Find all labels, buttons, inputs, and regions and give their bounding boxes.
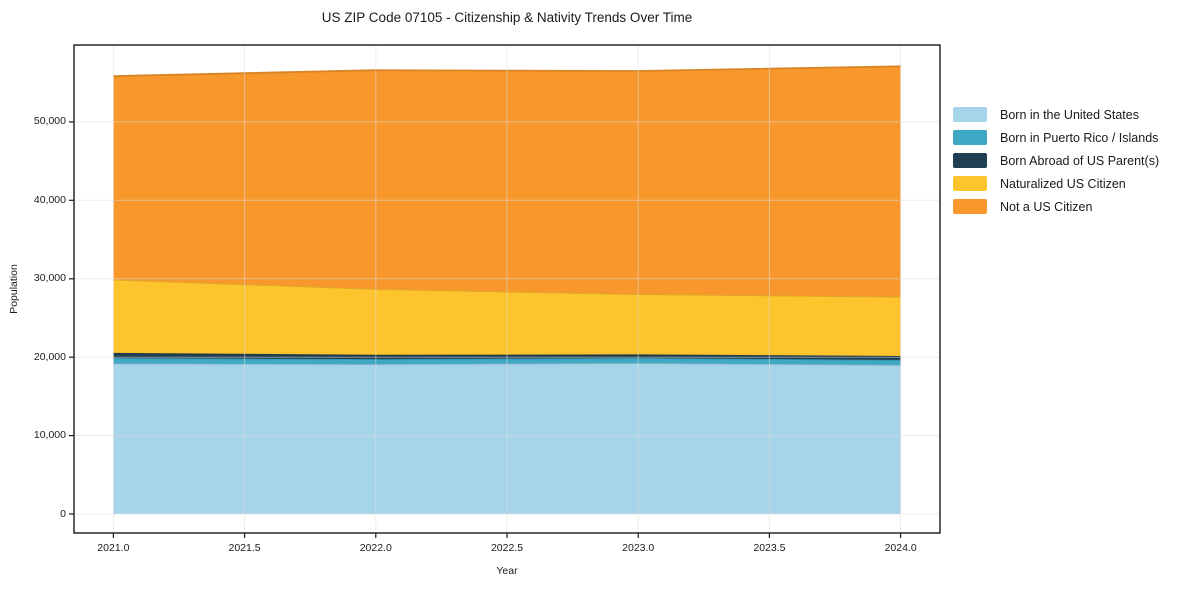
x-tick-label: 2023.5 [753,542,786,554]
y-tick-label: 10,000 [33,429,66,442]
legend: Born in the United States Born in Puerto… [953,107,1159,222]
x-tick-label: 2021.0 [97,542,130,554]
legend-label: Naturalized US Citizen [1000,176,1126,191]
x-axis-label: Year [496,565,518,577]
chart-title: US ZIP Code 07105 - Citizenship & Nativi… [321,10,693,25]
legend-item: Born in the United States [953,107,1159,122]
legend-item: Naturalized US Citizen [953,176,1159,191]
legend-label: Born in the United States [1000,107,1139,122]
legend-swatch-born-in-us [953,107,987,122]
y-tick-label: 20,000 [33,350,66,363]
legend-swatch-born-abroad [953,153,987,168]
y-tick-label: 50,000 [33,115,66,128]
legend-item: Born Abroad of US Parent(s) [953,153,1159,168]
legend-swatch-born-in-pr [953,130,987,145]
y-tick-label: 0 [60,507,66,520]
legend-swatch-not-citizen [953,199,987,214]
legend-swatch-naturalized [953,176,987,191]
x-tick-label: 2022.5 [490,542,524,554]
legend-label: Born in Puerto Rico / Islands [1000,130,1159,145]
legend-item: Born in Puerto Rico / Islands [953,130,1159,145]
legend-label: Born Abroad of US Parent(s) [1000,153,1160,168]
y-tick-label: 40,000 [33,193,66,206]
x-tick-label: 2022.0 [359,542,392,554]
legend-label: Not a US Citizen [1000,199,1093,214]
x-tick-label: 2024.0 [884,542,917,554]
x-tick-label: 2021.5 [228,542,261,554]
y-tick-label: 30,000 [33,272,66,285]
x-tick-label: 2023.0 [622,542,655,554]
legend-item: Not a US Citizen [953,199,1159,214]
